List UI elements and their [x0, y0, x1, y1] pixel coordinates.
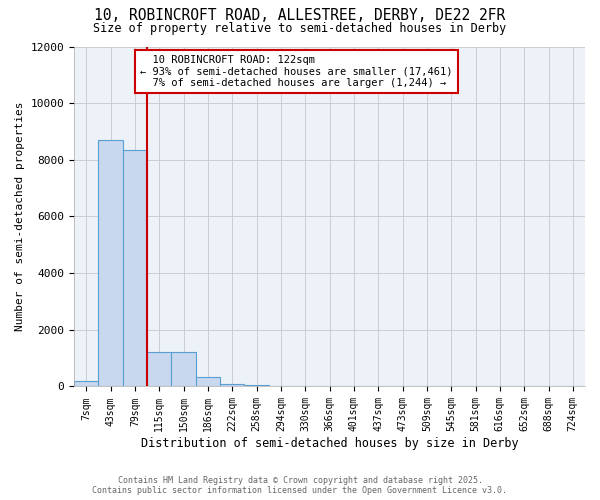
- Bar: [220, 384, 244, 386]
- Bar: [244, 385, 269, 386]
- Bar: [98, 140, 122, 386]
- Bar: [172, 352, 196, 386]
- Text: 10, ROBINCROFT ROAD, ALLESTREE, DERBY, DE22 2FR: 10, ROBINCROFT ROAD, ALLESTREE, DERBY, D…: [94, 8, 506, 22]
- Text: Size of property relative to semi-detached houses in Derby: Size of property relative to semi-detach…: [94, 22, 506, 35]
- Bar: [147, 352, 172, 386]
- Bar: [122, 150, 147, 386]
- Bar: [196, 376, 220, 386]
- X-axis label: Distribution of semi-detached houses by size in Derby: Distribution of semi-detached houses by …: [141, 437, 518, 450]
- Y-axis label: Number of semi-detached properties: Number of semi-detached properties: [15, 102, 25, 331]
- Bar: [74, 381, 98, 386]
- Text: 10 ROBINCROFT ROAD: 122sqm
← 93% of semi-detached houses are smaller (17,461)
  : 10 ROBINCROFT ROAD: 122sqm ← 93% of semi…: [140, 55, 453, 88]
- Text: Contains HM Land Registry data © Crown copyright and database right 2025.
Contai: Contains HM Land Registry data © Crown c…: [92, 476, 508, 495]
